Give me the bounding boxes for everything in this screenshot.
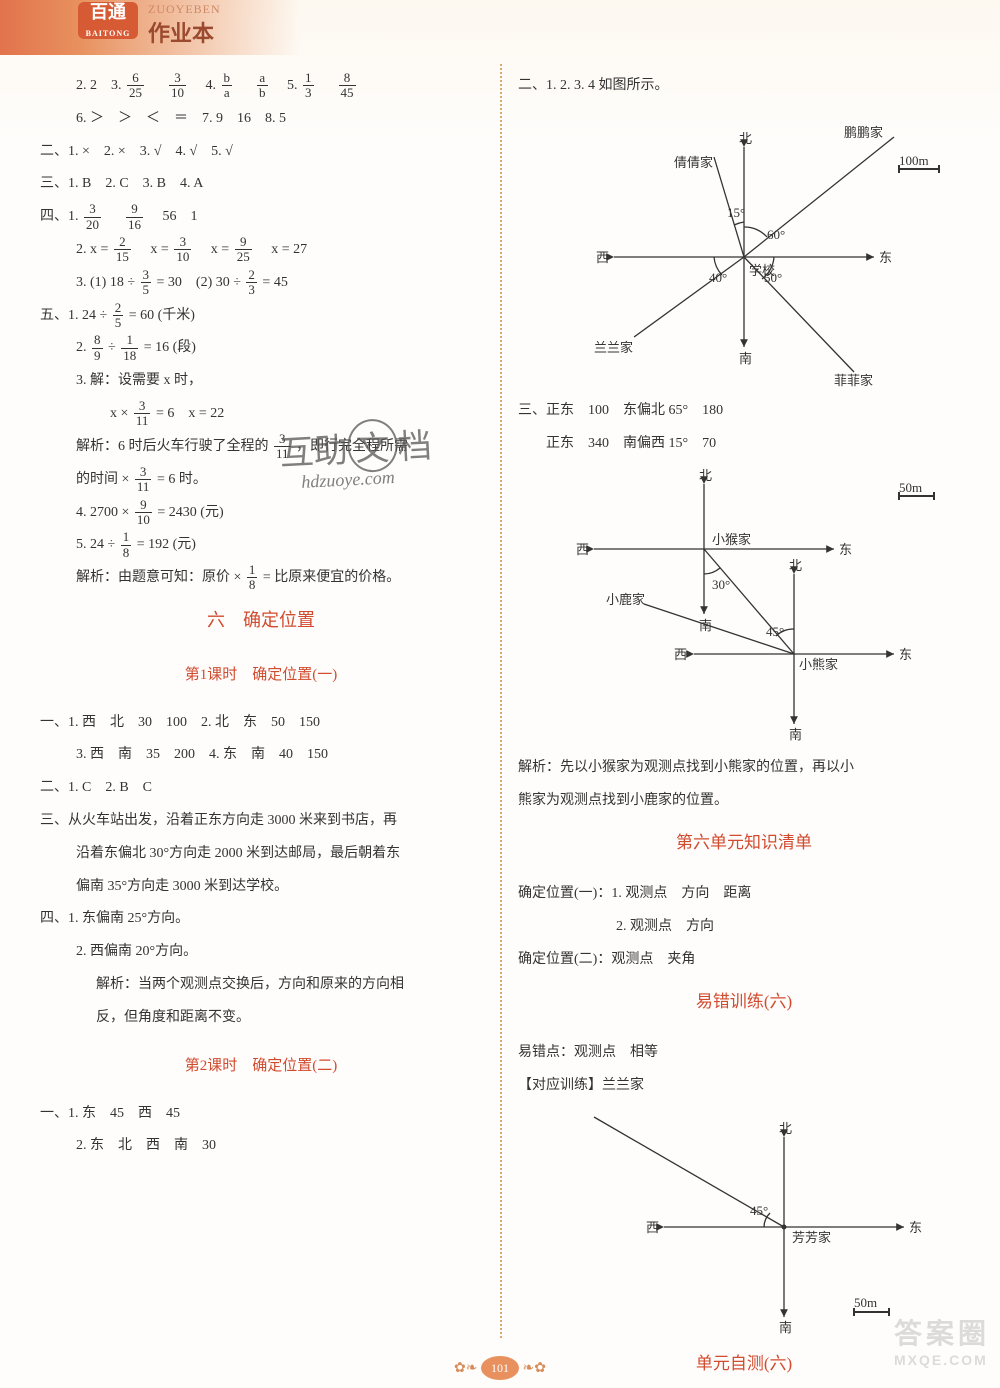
ans-row: 二、1. C 2. B C [40,772,482,805]
svg-text:60°: 60° [767,227,785,242]
ans-row: 三、正东 100 东偏北 65° 180 [518,395,970,428]
page-number: 101 [481,1356,519,1380]
svg-text:倩倩家: 倩倩家 [674,155,713,170]
svg-text:东: 东 [839,542,852,557]
svg-text:45°: 45° [766,624,784,639]
svg-text:西: 西 [646,1220,659,1235]
svg-text:40°: 40° [709,270,727,285]
lesson-title-6-1: 第1课时 确定位置(一) [40,659,482,692]
ans-row: 3. 西 南 35 200 4. 东 南 40 150 [40,739,482,772]
svg-text:45°: 45° [750,1203,768,1218]
ans-row: 2. 89 ÷ 118 = 16 (段) [40,332,482,365]
ans-row: 2. 2 3. 625 310 4. ba ab 5. 13 845 [40,70,482,103]
svg-text:50°: 50° [764,270,782,285]
svg-text:南: 南 [699,618,712,633]
svg-text:南: 南 [739,351,752,366]
page: 百通 BAITONG ZUOYEBEN 作业本 2. 2 3. 625 310 … [0,0,1000,1388]
svg-text:鹏鹏家: 鹏鹏家 [844,125,883,140]
svg-text:东: 东 [909,1220,922,1235]
brand-badge: 百通 BAITONG [78,2,138,39]
ans-row: 一、1. 东 45 西 45 [40,1098,482,1131]
ans-row: 熊家为观测点找到小鹿家的位置。 [518,785,970,818]
ans-row: 五、1. 24 ÷ 25 = 60 (千米) [40,300,482,333]
svg-text:15°: 15° [727,205,745,220]
svg-text:北: 北 [699,468,712,483]
ans-row: 解析：6 时后火车行驶了全程的 311 ，即行完全程所需 [40,431,482,464]
svg-text:小鹿家: 小鹿家 [606,592,645,607]
ans-row: 一、1. 西 北 30 100 2. 北 东 50 150 [40,707,482,740]
ans-row: 6. ＞ ＞ ＜ ＝ 7. 9 16 8. 5 [40,103,482,136]
ans-row: 四、1. 东偏南 25°方向。 [40,903,482,936]
corner-watermark: 答案圈 MXQE.COM [894,1312,990,1368]
ans-row: 二、1. × 2. × 3. √ 4. √ 5. √ [40,136,482,169]
ans-row: 2. 西偏南 20°方向。 [40,936,482,969]
svg-text:东: 东 [879,250,892,265]
ans-row: 解析：由题意可知：原价 × 18 = 比原来便宜的价格。 [40,562,482,595]
svg-text:100m: 100m [899,153,929,168]
svg-text:芳芳家: 芳芳家 [792,1230,831,1245]
svg-text:北: 北 [739,131,752,146]
svg-text:菲菲家: 菲菲家 [834,373,873,387]
ans-row: 2. 观测点 方向 [518,911,970,944]
ans-row: 【对应训练】兰兰家 [518,1070,970,1103]
ans-row: x × 311 = 6 x = 22 [40,398,482,431]
error-training-title: 易错训练(六) [518,983,970,1020]
ans-row: 正东 340 南偏西 15° 70 [518,428,970,461]
ans-row: 确定位置(一)：1. 观测点 方向 距离 [518,878,970,911]
ans-row: 二、1. 2. 3. 4 如图所示。 [518,70,970,103]
lesson-title-6-2: 第2课时 确定位置(二) [40,1050,482,1083]
ans-row: 四、1. 320 916 56 1 [40,201,482,234]
svg-text:北: 北 [789,558,802,573]
ans-row: 三、从火车站出发，沿着正东方向走 3000 米来到书店，再 [40,805,482,838]
compass-diagram-2: 北 南 东 西 北 南 东 西 小猴家 小鹿家 小熊家 30° 45° 50m [534,464,954,744]
left-column: 2. 2 3. 625 310 4. ba ab 5. 13 845 6. ＞ … [0,60,500,1348]
svg-text:北: 北 [779,1121,792,1136]
footer: ✿❧ 101 ❧✿ [0,1356,1000,1380]
header-bar: 百通 BAITONG ZUOYEBEN 作业本 [0,0,1000,55]
svg-text:小熊家: 小熊家 [799,657,838,672]
ans-row: 沿着东偏北 30°方向走 2000 米到达邮局，最后朝着东 [40,838,482,871]
ans-row: 3. 解：设需要 x 时， [40,365,482,398]
section-title-6: 六 确定位置 [40,601,482,641]
brand-pinyin: BAITONG [86,29,131,38]
unit6-summary-title: 第六单元知识清单 [518,824,970,861]
svg-text:西: 西 [576,542,589,557]
ans-row: 易错点：观测点 相等 [518,1037,970,1070]
ans-row: 解析：当两个观测点交换后，方向和原来的方向相 [40,969,482,1002]
svg-text:小猴家: 小猴家 [712,532,751,547]
svg-text:南: 南 [789,727,802,742]
svg-text:西: 西 [674,647,687,662]
ans-row: 确定位置(二)：观测点 夹角 [518,944,970,977]
svg-text:东: 东 [899,647,912,662]
subtitle-pinyin: ZUOYEBEN [148,2,221,17]
ans-row: 4. 2700 × 910 = 2430 (元) [40,497,482,530]
content-columns: 2. 2 3. 625 310 4. ba ab 5. 13 845 6. ＞ … [0,60,1000,1348]
ans-row: 偏南 35°方向走 3000 米到达学校。 [40,871,482,904]
ans-row: 3. (1) 18 ÷ 35 = 30 (2) 30 ÷ 23 = 45 [40,267,482,300]
ans-row: 解析：先以小猴家为观测点找到小熊家的位置，再以小 [518,752,970,785]
ans-row: 5. 24 ÷ 18 = 192 (元) [40,529,482,562]
compass-diagram-1: 北 南 东 西 鹏鹏家 倩倩家 兰兰家 菲菲家 学校 15° 60° 50° 4… [534,107,954,387]
svg-text:南: 南 [779,1320,792,1335]
ans-row: 的时间 × 311 = 6 时。 [40,464,482,497]
ornament-right-icon: ❧✿ [523,1360,546,1377]
compass-diagram-3: 北 南 东 西 芳芳家 45° 50m [534,1107,954,1337]
svg-text:50m: 50m [899,480,922,495]
right-column: 二、1. 2. 3. 4 如图所示。 北 [500,60,1000,1348]
ans-row: 2. x = 215 x = 310 x = 925 x = 27 [40,234,482,267]
ans-row: 反，但角度和距离不变。 [40,1002,482,1035]
svg-text:兰兰家: 兰兰家 [594,340,633,355]
ornament-left-icon: ✿❧ [454,1360,477,1377]
svg-text:西: 西 [596,250,609,265]
book-title: 作业本 [148,16,214,48]
ans-row: 2. 东 北 西 南 30 [40,1130,482,1163]
svg-text:30°: 30° [712,577,730,592]
svg-text:50m: 50m [854,1295,877,1310]
brand-text: 百通 [90,2,126,22]
ans-row: 三、1. B 2. C 3. B 4. A [40,168,482,201]
